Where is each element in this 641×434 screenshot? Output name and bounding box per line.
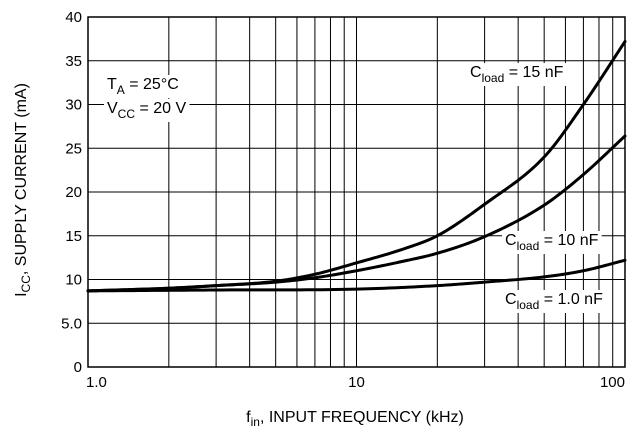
y-tick-label: 40 [65, 9, 82, 26]
condition-vcc: VCC = 20 V [104, 99, 190, 122]
y-tick-label: 15 [65, 228, 82, 245]
y-axis-label: ICC, SUPPLY CURRENT (mA) [13, 83, 33, 297]
y-tick-label: 0 [74, 359, 82, 376]
svg-text:Cload = 10 nF: Cload = 10 nF [505, 232, 599, 253]
y-tick-label: 35 [65, 53, 82, 70]
tick-labels: 0 5.0 10 15 20 25 30 35 40 1.0 10 100 [61, 9, 625, 391]
y-tick-label: 10 [65, 272, 82, 289]
svg-text:Cload = 15 nF: Cload = 15 nF [470, 64, 564, 85]
series-line-3 [86, 258, 627, 293]
x-tick-label: 1.0 [86, 374, 107, 391]
series-label-2: Cload = 10 nF [502, 231, 602, 254]
condition-temperature: TA = 25°C [104, 75, 182, 98]
svg-text:TA = 25°C: TA = 25°C [107, 76, 179, 97]
y-tick-label: 5.0 [61, 315, 82, 332]
series-line-2 [86, 134, 627, 293]
svg-text:VCC = 20 V: VCC = 20 V [107, 100, 186, 121]
x-tick-label: 10 [348, 374, 365, 391]
series-lines [86, 40, 627, 293]
plot-frame [87, 16, 626, 368]
series-labels: Cload = 15 nF Cload = 10 nF Cload = 1.0 nF [467, 63, 607, 313]
x-axis-label: fin, INPUT FREQUENCY (kHz) [246, 409, 464, 429]
y-tick-label: 30 [65, 97, 82, 114]
series-label-1: Cload = 15 nF [467, 63, 567, 86]
y-tick-label: 25 [65, 140, 82, 157]
series-label-3: Cload = 1.0 nF [502, 290, 607, 313]
y-tick-label: 20 [65, 184, 82, 201]
condition-notes: TA = 25°C VCC = 20 V [104, 75, 190, 122]
svg-text:Cload = 1.0 nF: Cload = 1.0 nF [505, 291, 603, 312]
x-tick-label: 100 [600, 374, 625, 391]
